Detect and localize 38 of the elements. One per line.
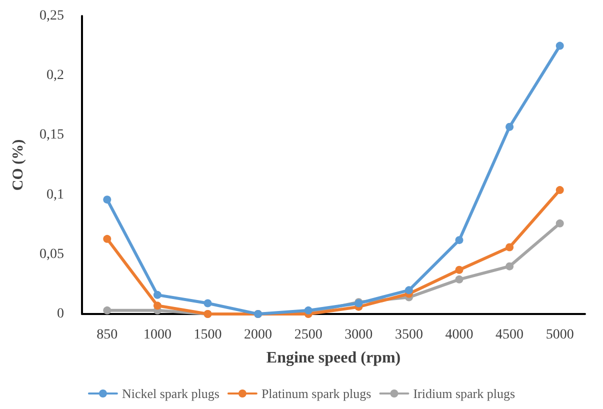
point xyxy=(153,302,162,310)
legend-label: Nickel spark plugs xyxy=(122,386,220,401)
legend-label: Iridium spark plugs xyxy=(413,386,516,401)
x-tick-label: 2500 xyxy=(294,328,322,342)
y-tick-label: 0 xyxy=(57,306,64,322)
y-tick-label: 0,05 xyxy=(40,246,64,262)
y-tick-label: 0,1 xyxy=(46,187,64,202)
point xyxy=(103,234,112,243)
point xyxy=(455,266,464,274)
point xyxy=(204,299,212,308)
x-tick-label: 1000 xyxy=(143,328,172,342)
x-tick-label: 1500 xyxy=(194,328,222,342)
point xyxy=(103,196,112,204)
point xyxy=(455,275,464,284)
point xyxy=(404,286,413,294)
point xyxy=(556,219,564,228)
x-tick-label: 4000 xyxy=(445,328,474,342)
y-tick-label: 0,15 xyxy=(40,128,64,143)
legend-label: Platinum spark plugs xyxy=(261,386,372,401)
x-axis-title: Engine speed (rpm) xyxy=(266,350,401,366)
y-axis-title: CO (%) xyxy=(10,139,26,191)
point xyxy=(455,236,464,244)
point xyxy=(556,186,564,194)
point xyxy=(506,262,514,270)
y-tick-label: 0,2 xyxy=(46,68,64,84)
point xyxy=(556,42,564,50)
point xyxy=(304,306,312,314)
y-tick-label: 0,25 xyxy=(40,8,64,24)
x-tick-label: 5000 xyxy=(546,328,574,342)
x-tick-label: 850 xyxy=(96,328,118,342)
x-tick-label: 3000 xyxy=(344,328,373,342)
x-tick-label: 4500 xyxy=(496,328,524,342)
point xyxy=(506,243,514,252)
x-tick-label: 3500 xyxy=(394,328,423,342)
point xyxy=(153,290,162,299)
x-tick-label: 2000 xyxy=(244,328,272,342)
point xyxy=(103,306,112,314)
point xyxy=(506,122,514,131)
